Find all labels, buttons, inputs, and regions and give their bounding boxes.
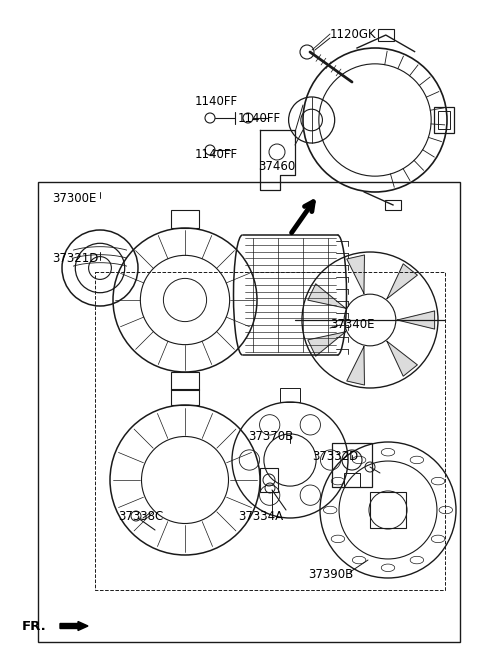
FancyArrow shape (60, 622, 88, 631)
Text: 37321D: 37321D (52, 252, 98, 265)
Bar (385, 200, 401, 210)
Polygon shape (308, 284, 346, 309)
Bar (378, 29, 394, 41)
Bar (434, 107, 454, 133)
Text: 37460: 37460 (258, 160, 295, 173)
Polygon shape (347, 255, 364, 293)
Text: 1120GK: 1120GK (330, 28, 377, 41)
Text: FR.: FR. (22, 620, 47, 633)
Polygon shape (397, 311, 435, 329)
Text: 1140FF: 1140FF (238, 112, 281, 125)
Text: 37334A: 37334A (238, 510, 283, 523)
Bar (260, 468, 278, 492)
Text: 37390B: 37390B (308, 568, 353, 581)
Text: 37300E: 37300E (52, 192, 96, 205)
Bar (332, 443, 372, 487)
Text: 37332D: 37332D (312, 450, 358, 463)
Polygon shape (387, 341, 418, 376)
Bar (344, 473, 360, 487)
Bar (171, 372, 199, 390)
Bar (171, 389, 199, 405)
Bar (370, 492, 406, 528)
Bar (38, 182, 460, 642)
Polygon shape (347, 346, 364, 385)
Bar (171, 210, 199, 228)
Bar (438, 111, 450, 128)
Bar (280, 388, 300, 402)
Text: 1140FF: 1140FF (195, 95, 238, 108)
Text: 37340E: 37340E (330, 318, 374, 331)
Polygon shape (387, 264, 418, 299)
Text: 37338C: 37338C (118, 510, 163, 523)
Text: 37370B: 37370B (248, 430, 293, 443)
Polygon shape (308, 332, 346, 356)
Text: 1140FF: 1140FF (195, 148, 238, 161)
